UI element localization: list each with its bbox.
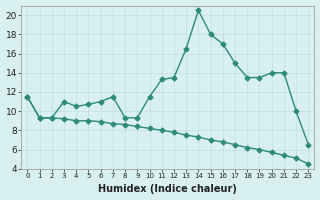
X-axis label: Humidex (Indice chaleur): Humidex (Indice chaleur) bbox=[98, 184, 237, 194]
